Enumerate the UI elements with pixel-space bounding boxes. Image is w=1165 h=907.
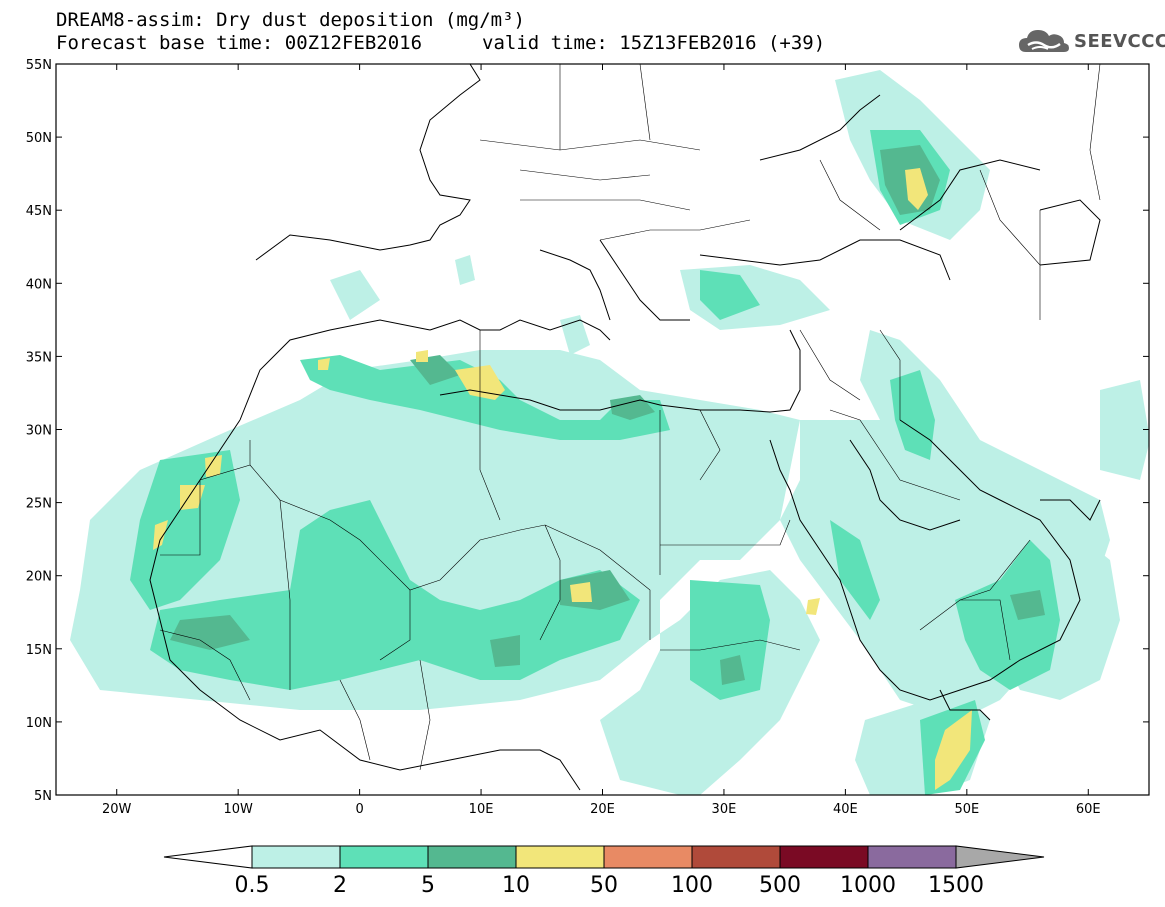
lon-tick-label: 20W bbox=[102, 802, 132, 817]
colorbar-swatch bbox=[251, 845, 341, 869]
country-borders bbox=[159, 64, 1101, 771]
lat-tick-label: 15N bbox=[26, 643, 52, 658]
dust-fields bbox=[70, 70, 1149, 795]
lon-tick-label: 0 bbox=[355, 802, 363, 817]
lon-tick-label: 30E bbox=[712, 802, 737, 817]
cloud-logo-icon bbox=[1019, 30, 1069, 52]
logo-text: SEEVCCC bbox=[1074, 30, 1165, 52]
seevccc-logo: SEEVCCC bbox=[1018, 26, 1165, 56]
colorbar-label: 10 bbox=[502, 873, 530, 898]
colorbar-under-triangle bbox=[163, 845, 253, 869]
forecast-base-time: Forecast base time: 00Z12FEB2016 bbox=[56, 32, 423, 54]
lon-tick-label: 20E bbox=[590, 802, 615, 817]
colorbar-swatch bbox=[779, 845, 869, 869]
lat-tick-label: 5N bbox=[34, 789, 52, 804]
colorbar bbox=[163, 845, 1045, 869]
colorbar-over-triangle bbox=[955, 845, 1045, 869]
map-title: DREAM8-assim: Dry dust deposition (mg/m³… bbox=[56, 9, 525, 31]
lat-tick-label: 20N bbox=[26, 570, 52, 585]
colorbar-label: 500 bbox=[759, 873, 801, 898]
valid-time: valid time: 15Z13FEB2016 (+39) bbox=[482, 32, 826, 54]
colorbar-swatch bbox=[427, 845, 517, 869]
lat-tick-label: 45N bbox=[26, 204, 52, 219]
lat-tick-label: 55N bbox=[26, 58, 52, 73]
lon-tick-label: 50E bbox=[954, 802, 979, 817]
colorbar-label: 50 bbox=[590, 873, 618, 898]
lat-tick-label: 30N bbox=[26, 424, 52, 439]
colorbar-swatch bbox=[515, 845, 605, 869]
lat-tick-label: 40N bbox=[26, 277, 52, 292]
colorbar-swatch bbox=[691, 845, 781, 869]
colorbar-label: 100 bbox=[671, 873, 713, 898]
lon-tick-label: 40E bbox=[833, 802, 858, 817]
colorbar-swatch bbox=[867, 845, 957, 869]
lon-tick-label: 60E bbox=[1076, 802, 1101, 817]
colorbar-swatch bbox=[339, 845, 429, 869]
latitude-axis: 55N 50N 45N 40N 35N 30N 25N 20N 15N 10N 5N bbox=[26, 58, 1149, 804]
colorbar-label: 5 bbox=[421, 873, 435, 898]
lat-tick-label: 35N bbox=[26, 350, 52, 365]
colorbar-label: 1500 bbox=[928, 873, 984, 898]
lat-tick-label: 50N bbox=[26, 131, 52, 146]
colorbar-swatch bbox=[603, 845, 693, 869]
coastlines bbox=[149, 64, 1101, 791]
longitude-axis: 20W 10W 0 10E 20E 30E 40E 50E 60E bbox=[102, 64, 1101, 817]
colorbar-label: 1000 bbox=[840, 873, 896, 898]
colorbar-label: 2 bbox=[333, 873, 347, 898]
colorbar-labels: 0.5 2 5 10 50 100 500 1000 1500 bbox=[235, 873, 985, 898]
lat-tick-label: 25N bbox=[26, 497, 52, 512]
lon-tick-label: 10E bbox=[469, 802, 494, 817]
colorbar-label: 0.5 bbox=[235, 873, 270, 898]
lon-tick-label: 10W bbox=[223, 802, 253, 817]
lat-tick-label: 10N bbox=[26, 716, 52, 731]
